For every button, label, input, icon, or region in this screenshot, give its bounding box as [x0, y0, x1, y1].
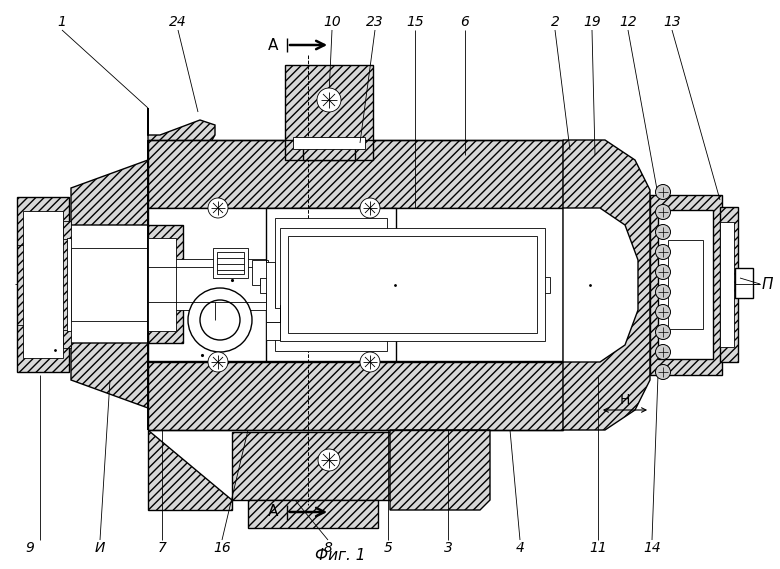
Text: 15: 15	[406, 15, 424, 29]
Polygon shape	[266, 248, 280, 322]
Text: А: А	[268, 505, 278, 519]
Bar	[735, 268, 753, 298]
Polygon shape	[563, 140, 650, 430]
Circle shape	[360, 352, 380, 372]
Bar	[63, 221, 71, 239]
Circle shape	[655, 304, 671, 320]
Bar	[668, 240, 703, 329]
Bar	[650, 195, 722, 375]
Circle shape	[317, 88, 341, 112]
Text: Н: Н	[620, 393, 630, 407]
Circle shape	[318, 449, 340, 471]
Bar	[148, 208, 563, 361]
Text: 7: 7	[158, 541, 166, 555]
Bar	[288, 236, 537, 333]
Bar	[213, 248, 248, 278]
Text: 14: 14	[644, 541, 661, 555]
Text: А: А	[268, 38, 278, 52]
Bar	[293, 137, 365, 149]
Bar	[280, 228, 545, 341]
Circle shape	[188, 288, 252, 352]
Polygon shape	[390, 430, 490, 510]
Bar	[303, 140, 355, 160]
Polygon shape	[252, 260, 268, 285]
Bar	[275, 218, 387, 351]
Polygon shape	[266, 305, 280, 340]
Bar	[232, 432, 390, 500]
Bar	[266, 208, 396, 361]
Circle shape	[655, 284, 671, 299]
Text: 3: 3	[444, 541, 452, 555]
Bar	[285, 65, 373, 160]
Text: 12: 12	[619, 15, 637, 29]
Polygon shape	[71, 160, 155, 225]
Circle shape	[655, 225, 671, 240]
Text: 2: 2	[551, 15, 559, 29]
Bar	[720, 222, 734, 347]
Text: 8: 8	[324, 541, 332, 555]
Bar	[148, 238, 176, 331]
Text: 19: 19	[583, 15, 601, 29]
Text: Фиг. 1: Фиг. 1	[315, 547, 365, 563]
Text: 1: 1	[58, 15, 66, 29]
Text: И: И	[95, 541, 105, 555]
Bar	[248, 500, 378, 528]
Text: 11: 11	[589, 541, 607, 555]
Bar	[17, 197, 69, 372]
Polygon shape	[148, 430, 232, 510]
Bar	[63, 330, 71, 348]
Text: 10: 10	[323, 15, 341, 29]
Circle shape	[655, 265, 671, 279]
Bar	[71, 248, 155, 321]
Text: 16: 16	[213, 541, 231, 555]
Polygon shape	[71, 343, 155, 408]
Circle shape	[655, 324, 671, 340]
Circle shape	[655, 344, 671, 360]
Circle shape	[655, 204, 671, 220]
Circle shape	[208, 198, 228, 218]
Bar	[658, 210, 713, 359]
Text: 24: 24	[169, 15, 187, 29]
Text: П: П	[762, 277, 774, 291]
Bar	[67, 238, 71, 331]
Circle shape	[360, 198, 380, 218]
Bar	[148, 225, 183, 343]
Bar	[148, 362, 563, 430]
Text: 13: 13	[663, 15, 681, 29]
Polygon shape	[148, 108, 215, 160]
Polygon shape	[563, 208, 638, 362]
Bar	[148, 259, 266, 310]
Circle shape	[208, 352, 228, 372]
Circle shape	[655, 184, 671, 200]
Text: 9: 9	[26, 541, 34, 555]
Bar	[720, 207, 738, 362]
Text: 23: 23	[366, 15, 384, 29]
Text: 6: 6	[460, 15, 470, 29]
Text: 5: 5	[384, 541, 392, 555]
Circle shape	[200, 300, 240, 340]
Bar	[148, 140, 563, 208]
Bar	[23, 211, 63, 358]
Bar	[217, 252, 244, 274]
Circle shape	[655, 365, 671, 380]
Circle shape	[655, 245, 671, 259]
Bar	[260, 277, 550, 293]
Text: 4: 4	[516, 541, 524, 555]
